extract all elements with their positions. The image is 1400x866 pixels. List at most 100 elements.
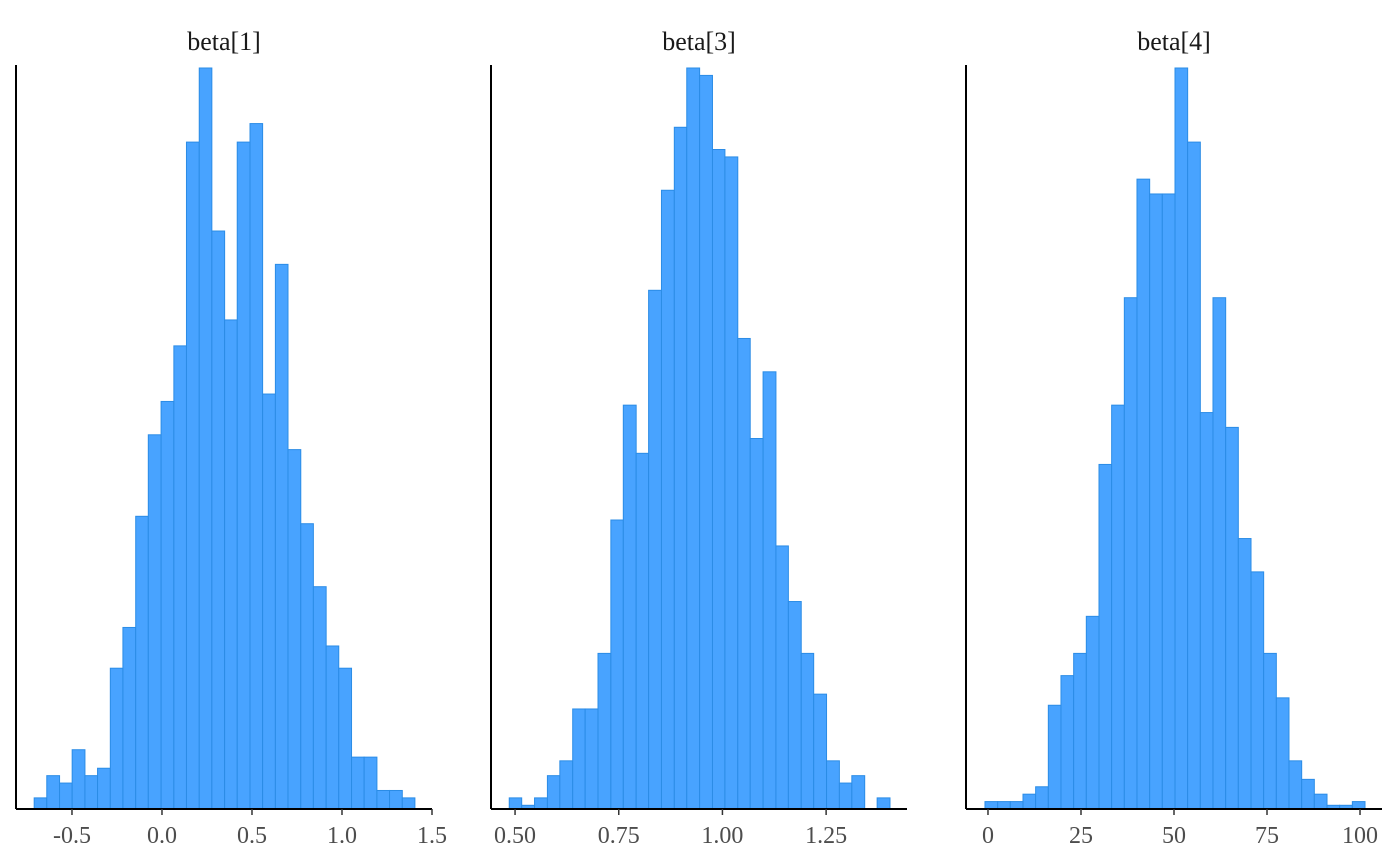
bar [122,626,137,810]
bar [1009,801,1024,810]
bar [800,652,815,810]
x-tick-label: 50 [1162,823,1186,849]
panel-title: beta[3] [662,27,736,56]
bar [224,319,238,810]
bar [325,645,340,810]
bar [262,393,276,810]
bar [775,545,789,810]
bar [1212,297,1227,810]
bar [59,782,73,810]
bar [135,515,149,810]
bar [1136,178,1151,810]
bar [1250,571,1265,810]
bar [160,400,175,810]
bar [185,141,200,810]
bar [1073,652,1087,810]
bar [534,797,548,810]
bar [351,756,365,810]
bar [635,452,650,810]
x-tick-label: 75 [1255,823,1279,849]
bar [1161,193,1176,810]
x-tick-label: 0.0 [147,823,177,849]
x-tick-label: 0.50 [494,823,536,849]
bar [1301,778,1315,810]
bar [1149,193,1163,810]
bar [1174,67,1189,810]
bar [389,789,403,810]
bar [33,797,48,810]
x-tick-label: 1.25 [805,823,847,849]
bar [1111,404,1125,810]
bar [1085,615,1100,810]
bar [1187,141,1201,810]
bar [559,760,574,810]
bar [1225,426,1239,810]
bar [1060,675,1075,810]
bar [1123,297,1138,810]
bar [648,289,662,810]
bar [572,708,586,810]
panel-title: beta[4] [1137,27,1211,56]
x-tick-label: -0.5 [53,823,91,849]
bar [1047,704,1062,810]
bar [826,760,840,810]
bar [724,156,739,810]
bar [997,801,1011,810]
bar [597,652,612,810]
x-tick-label: 0 [982,823,994,849]
x-tick-label: 0.75 [598,823,640,849]
bar [274,263,289,810]
bar [610,519,624,810]
bar [147,434,162,810]
bar [198,67,213,810]
bar [287,449,302,810]
bar [1237,538,1252,810]
x-tick-label: 1.0 [327,823,357,849]
bar [1199,412,1214,810]
bar [699,74,713,810]
bar [401,797,416,810]
x-tick-label: 0.5 [237,823,267,849]
bar [376,789,391,810]
bar [312,586,327,810]
bar [737,337,751,810]
bar [236,141,251,810]
bar [300,523,314,810]
bar [249,123,264,810]
bar [508,797,523,810]
bar [622,404,637,810]
bar [546,775,561,810]
bar [749,438,764,810]
bar [71,749,86,810]
x-tick-label: 100 [1342,823,1378,849]
x-tick-label: 1.00 [701,823,743,849]
bar [787,601,802,810]
bar [851,775,866,810]
bar [173,345,187,810]
bar [660,189,675,810]
bar [984,801,999,810]
bar [584,708,599,810]
bar [876,797,891,810]
bar [711,149,726,810]
bar [762,371,777,810]
panel-title: beta[1] [187,27,261,56]
bar [838,782,853,810]
bar [46,775,61,810]
bar [1275,697,1290,810]
bar [673,126,688,810]
bar [363,756,378,810]
bar [1351,801,1366,810]
bar [211,230,226,810]
bar [686,67,701,810]
bar [1035,786,1049,810]
bar [1288,760,1303,810]
bar [1263,652,1277,810]
bar [1098,463,1113,810]
bar [1313,793,1328,810]
x-tick-label: 1.5 [417,823,447,849]
bar [338,667,353,810]
bar [109,667,124,810]
bar [84,775,99,810]
